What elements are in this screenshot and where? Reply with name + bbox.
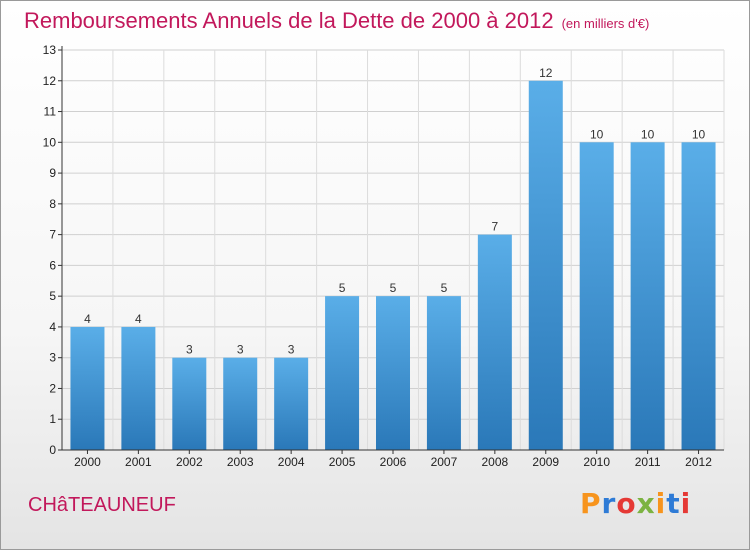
bar (426, 296, 461, 450)
y-tick-label: 12 (43, 74, 57, 88)
logo-letter: P (580, 487, 602, 520)
y-tick-label: 11 (44, 105, 57, 119)
y-tick-label: 1 (49, 412, 56, 426)
x-tick-label: 2006 (380, 455, 407, 469)
x-tick-label: 2004 (278, 455, 305, 469)
x-tick-label: 2001 (125, 455, 152, 469)
y-tick-label: 13 (43, 43, 57, 57)
data-label: 10 (641, 127, 655, 141)
y-tick-label: 3 (49, 351, 56, 365)
y-tick-label: 9 (49, 166, 56, 180)
x-tick-label: 2009 (532, 455, 559, 469)
x-tick-label: 2002 (176, 455, 203, 469)
data-label: 5 (339, 281, 346, 295)
data-label: 3 (237, 343, 244, 357)
bar (681, 142, 716, 451)
y-tick-label: 10 (43, 135, 57, 149)
x-tick-label: 2008 (481, 455, 508, 469)
x-tick-label: 2012 (685, 455, 712, 469)
y-tick-label: 0 (49, 443, 56, 457)
title-text: Remboursements Annuels de la Dette de 20… (24, 8, 554, 33)
logo-letter: x (636, 487, 656, 520)
data-label: 10 (590, 127, 604, 141)
bar (172, 357, 207, 450)
logo-letter: i (680, 487, 692, 520)
data-label: 4 (135, 312, 142, 326)
y-tick-label: 4 (49, 320, 56, 334)
x-tick-label: 2000 (74, 455, 101, 469)
x-tick-label: 2010 (583, 455, 610, 469)
data-label: 5 (441, 281, 448, 295)
y-tick-label: 7 (49, 228, 56, 242)
x-tick-label: 2007 (431, 455, 458, 469)
bar (528, 80, 563, 451)
y-tick-label: 6 (49, 258, 56, 272)
bar (325, 296, 360, 450)
x-tick-label: 2003 (227, 455, 254, 469)
data-label: 7 (492, 220, 499, 234)
data-label: 3 (186, 343, 193, 357)
y-tick-label: 2 (49, 381, 56, 395)
data-label: 3 (288, 343, 295, 357)
bar (223, 357, 258, 450)
data-label: 12 (539, 66, 553, 80)
bars (70, 80, 716, 451)
logo-letter: r (601, 487, 617, 520)
data-label: 10 (692, 127, 706, 141)
proxiti-logo[interactable]: Proxiti (580, 487, 691, 520)
y-tick-label: 5 (49, 289, 56, 303)
chart-subtitle: (en milliers d'€) (561, 16, 650, 31)
data-label: 5 (390, 281, 397, 295)
data-label: 4 (84, 312, 91, 326)
y-tick-label: 8 (49, 197, 56, 211)
bar (70, 326, 105, 450)
logo-letter: t (666, 487, 681, 520)
chart-title: Remboursements Annuels de la Dette de 20… (24, 8, 649, 34)
bar (121, 326, 156, 450)
commune-name: CHâTEAUNEUF (28, 494, 176, 516)
logo-letter: o (616, 487, 637, 520)
bar (579, 142, 614, 451)
bar (477, 234, 512, 450)
bar (274, 357, 309, 450)
bar (630, 142, 665, 451)
bar (376, 296, 410, 450)
x-tick-label: 2011 (635, 455, 661, 469)
x-tick-label: 2005 (329, 455, 356, 469)
data-labels: 4 4 3 3 3 5 5 5 7 12 10 10 10 (84, 66, 705, 357)
logo-letter: i (655, 487, 667, 520)
